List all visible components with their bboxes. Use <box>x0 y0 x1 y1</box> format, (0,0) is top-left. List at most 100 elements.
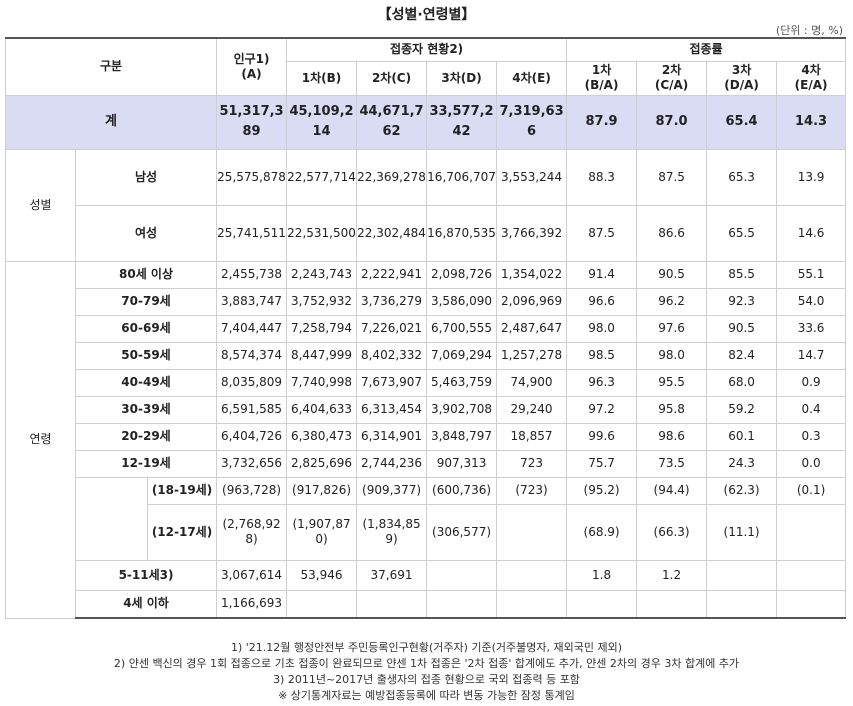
row-label: 12-19세 <box>74 449 218 478</box>
unit-label: (단위 : 명, %) <box>775 24 843 37</box>
age-group-label: 연령 <box>5 260 76 619</box>
cell-d3: 3,586,090 <box>426 287 498 316</box>
cell-d2: (909,377) <box>356 476 428 505</box>
table-row: 50-59세 8,574,374 8,447,999 8,402,332 7,0… <box>6 341 847 370</box>
row-label: 4세 이하 <box>74 589 218 619</box>
cell-d1: 7,740,998 <box>286 368 358 397</box>
cell-r1: 91.4 <box>566 260 638 289</box>
cell-d3 <box>426 589 498 619</box>
cell-d1 <box>286 589 358 619</box>
header-population: 인구1) (A) <box>216 37 288 96</box>
total-r2: 87.0 <box>636 94 708 150</box>
table-row: (18-19세) (963,728) (917,826) (909,377) (… <box>6 476 847 561</box>
cell-r2: 90.5 <box>636 260 708 289</box>
table-row: 4세 이하 1,166,693 <box>6 589 847 619</box>
sex-group-label: 성별 <box>5 148 76 262</box>
header-rate3-sub: (D/A) <box>724 78 759 92</box>
total-population: 51,317,389 <box>216 94 288 150</box>
header-dose3: 3차(D) <box>426 60 498 96</box>
cell-d1: (1,907,870) <box>286 503 358 561</box>
cell-r2: 87.5 <box>636 148 708 206</box>
row-label: 남성 <box>74 148 218 206</box>
cell-d4: 74,900 <box>496 368 568 397</box>
cell-r1: 98.5 <box>566 341 638 370</box>
row-label: 50-59세 <box>74 341 218 370</box>
cell-r2: 96.2 <box>636 287 708 316</box>
table-row: 여성 25,741,511 22,531,500 22,302,484 16,8… <box>6 204 847 262</box>
cell-r2: 95.8 <box>636 395 708 424</box>
table-row: 20-29세 6,404,726 6,380,473 6,314,901 3,8… <box>6 422 847 451</box>
cell-d2: 6,313,454 <box>356 395 428 424</box>
total-r1: 87.9 <box>566 94 638 150</box>
cell-r4: 14.7 <box>776 341 847 370</box>
cell-population: 3,067,614 <box>216 559 288 591</box>
header-rate2-label: 2차 <box>661 63 682 77</box>
cell-r1 <box>566 589 638 619</box>
cell-r3: 65.5 <box>706 204 778 262</box>
header-row-1: 구분 인구1) (A) 접종자 현황2) 접종률 <box>4 37 847 96</box>
table-row: 60-69세 7,404,447 7,258,794 7,226,021 6,7… <box>6 314 847 343</box>
cell-r2: 73.5 <box>636 449 708 478</box>
cell-population: (2,768,928) <box>216 503 288 561</box>
footnotes: 1) '21.12월 행정안전부 주민등록인구현황(거주자) 기준(거주불명자,… <box>0 640 853 704</box>
cell-d4 <box>496 503 568 561</box>
cell-r4: 14.6 <box>776 204 847 262</box>
cell-r1: 97.2 <box>566 395 638 424</box>
row-label: 80세 이상 <box>74 260 218 289</box>
cell-r1: (95.2) <box>566 476 638 505</box>
cell-d2: 3,736,279 <box>356 287 428 316</box>
row-label: 40-49세 <box>74 368 218 397</box>
header-rate2: 2차 (C/A) <box>636 60 708 96</box>
footnote-1: 1) '21.12월 행정안전부 주민등록인구현황(거주자) 기준(거주불명자,… <box>230 641 623 654</box>
cell-d2: 22,369,278 <box>356 148 428 206</box>
vaccination-table: 구분 인구1) (A) 접종자 현황2) 접종률 1차(B) 2차(C) 3차(… <box>4 37 847 619</box>
cell-d2: 2,744,236 <box>356 449 428 478</box>
cell-r3: 85.5 <box>706 260 778 289</box>
table-row: 70-79세 3,883,747 3,752,932 3,736,279 3,5… <box>6 287 847 316</box>
cell-d3: 16,706,707 <box>426 148 498 206</box>
cell-d1: 2,825,696 <box>286 449 358 478</box>
cell-d4: (723) <box>496 476 568 505</box>
cell-r3: 60.1 <box>706 422 778 451</box>
cell-r3: (62.3) <box>706 476 778 505</box>
header-rate2-sub: (C/A) <box>654 78 689 92</box>
cell-d3: 3,902,708 <box>426 395 498 424</box>
cell-d1: 22,577,714 <box>286 148 358 206</box>
row-label: 30-39세 <box>74 395 218 424</box>
cell-population: 1,166,693 <box>216 589 288 619</box>
row-label: 여성 <box>74 204 218 262</box>
cell-d4: 3,553,244 <box>496 148 568 206</box>
cell-r3: 90.5 <box>706 314 778 343</box>
cell-r3: 59.2 <box>706 395 778 424</box>
cell-d1: 6,404,633 <box>286 395 358 424</box>
cell-d1: 7,258,794 <box>286 314 358 343</box>
cell-d4: 2,096,969 <box>496 287 568 316</box>
cell-d4 <box>496 589 568 619</box>
cell-d2: 37,691 <box>356 559 428 591</box>
cell-d3: 3,848,797 <box>426 422 498 451</box>
cell-d2: 7,673,907 <box>356 368 428 397</box>
footnote-2: 2) 얀센 백신의 경우 1회 접종으로 기초 접종이 완료되므로 얀센 1차 … <box>113 657 740 670</box>
header-dose2: 2차(C) <box>356 60 428 96</box>
header-population-sub: (A) <box>241 66 262 81</box>
total-d1: 45,109,214 <box>286 94 358 150</box>
table-row: 40-49세 8,035,809 7,740,998 7,673,907 5,4… <box>6 368 847 397</box>
cell-r4 <box>776 559 847 591</box>
cell-population: 6,591,585 <box>216 395 288 424</box>
cell-r2: 97.6 <box>636 314 708 343</box>
cell-d3: 907,313 <box>426 449 498 478</box>
cell-d1: 53,946 <box>286 559 358 591</box>
cell-d4: 2,487,647 <box>496 314 568 343</box>
cell-d2: 8,402,332 <box>356 341 428 370</box>
cell-d1: (917,826) <box>286 476 358 505</box>
cell-d3 <box>426 559 498 591</box>
table-row: 12-19세 3,732,656 2,825,696 2,744,236 907… <box>6 449 847 478</box>
cell-population: 7,404,447 <box>216 314 288 343</box>
cell-d3: 16,870,535 <box>426 204 498 262</box>
table-row: 5-11세3) 3,067,614 53,946 37,691 1.8 1.2 <box>6 559 847 591</box>
row-label: (12-17세) <box>146 503 218 561</box>
cell-d4: 1,354,022 <box>496 260 568 289</box>
cell-r4: 0.9 <box>776 368 847 397</box>
cell-population: (963,728) <box>216 476 288 505</box>
cell-r2: 98.6 <box>636 422 708 451</box>
